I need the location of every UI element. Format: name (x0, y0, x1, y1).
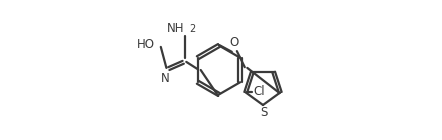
Text: O: O (230, 36, 239, 49)
Text: NH: NH (166, 22, 184, 35)
Text: 2: 2 (189, 24, 195, 34)
Text: Cl: Cl (253, 85, 264, 98)
Text: S: S (260, 106, 267, 118)
Text: N: N (161, 72, 170, 85)
Text: HO: HO (137, 38, 155, 51)
